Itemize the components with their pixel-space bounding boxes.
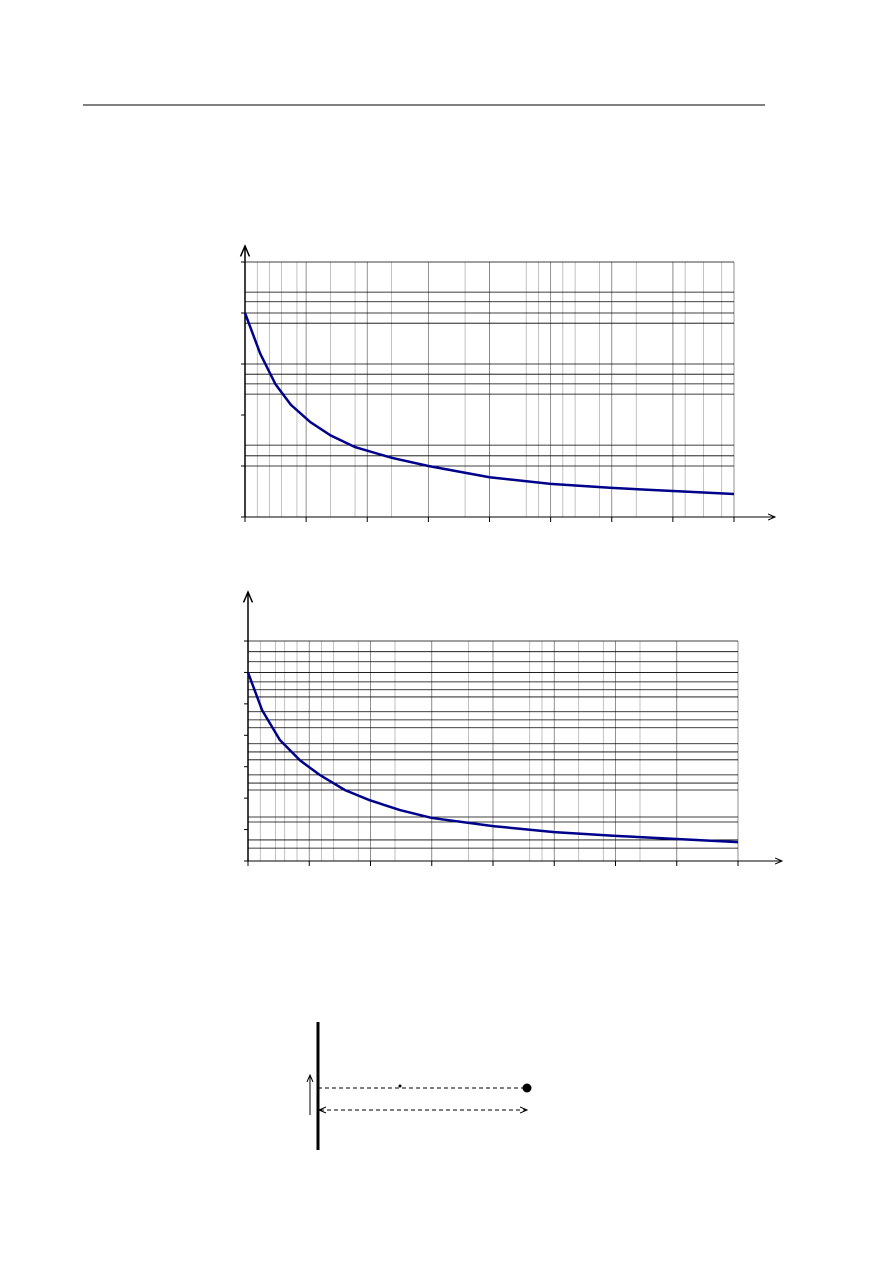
diagram [310,1022,532,1150]
data-line [243,312,735,496]
data-line [246,671,739,844]
small-point [398,1084,402,1088]
point [522,1083,532,1093]
